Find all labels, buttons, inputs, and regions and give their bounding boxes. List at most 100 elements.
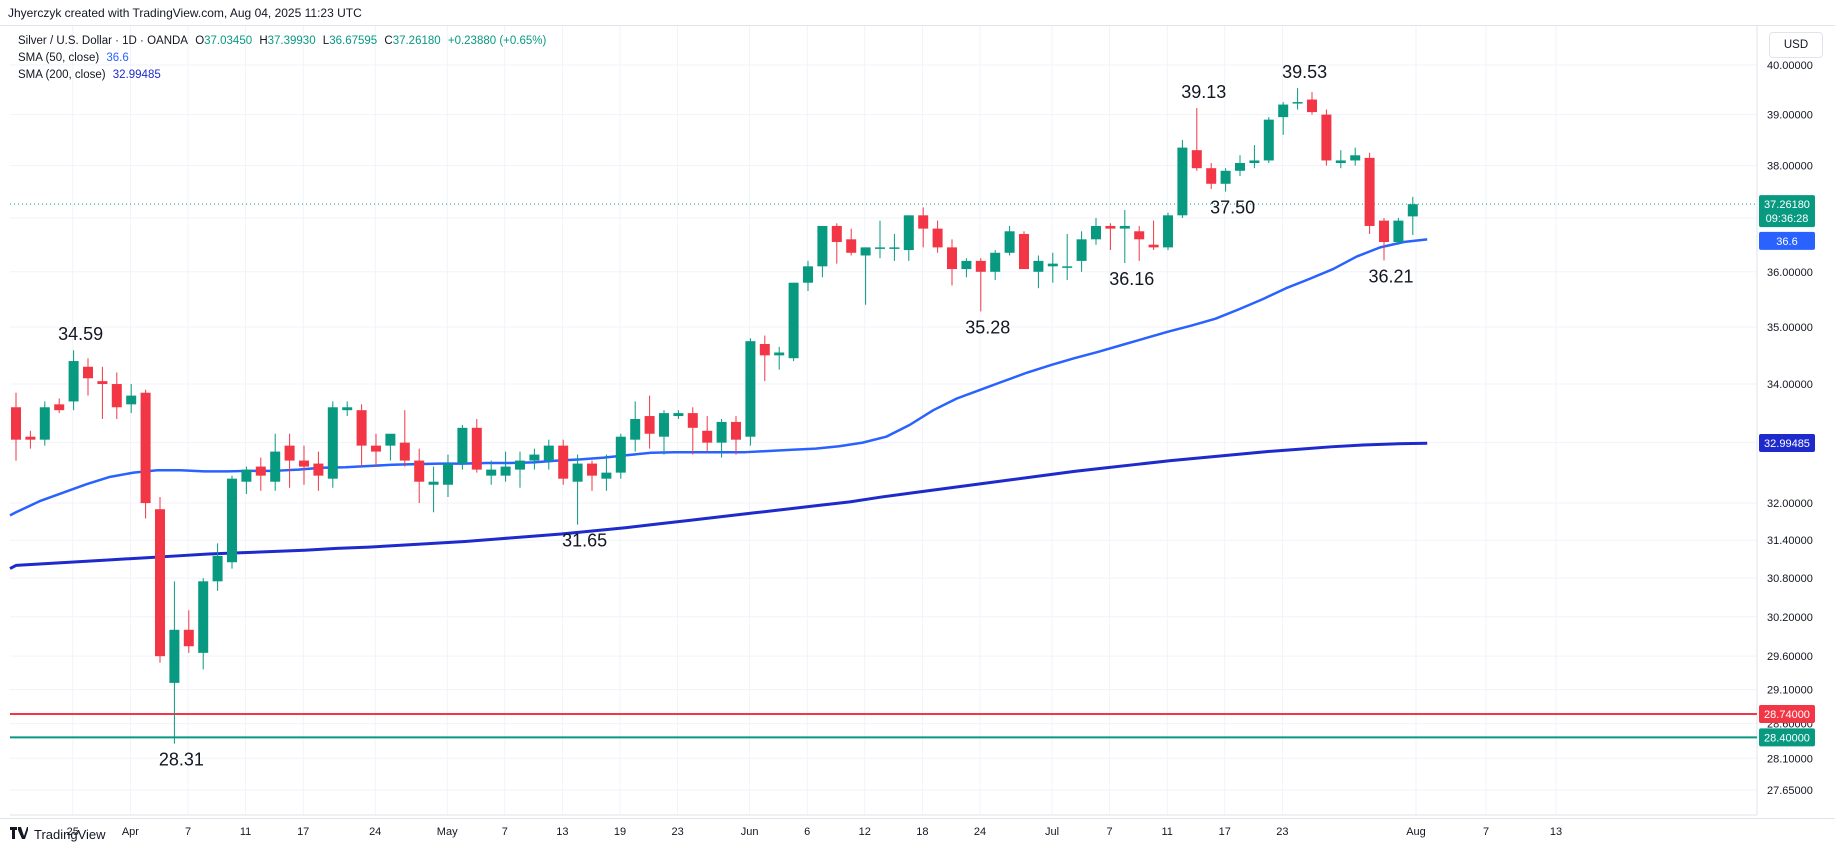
candle [702,416,713,452]
price-annotation: 39.13 [1181,82,1226,102]
candle-body [1235,163,1245,171]
candle [673,410,684,419]
candle [25,430,36,449]
x-tick-label: Jun [741,826,759,838]
candle-body [83,366,93,379]
candle-body [68,361,79,402]
price-annotation: 28.31 [159,750,204,770]
currency-button[interactable]: USD [1769,32,1823,58]
candle-body [1249,160,1260,164]
symbol-name[interactable]: Silver / U.S. Dollar · 1D · OANDA [18,35,188,47]
candle [846,228,857,256]
candle [659,410,669,455]
last-price-label-bg [1759,195,1815,228]
candle [11,392,21,461]
candle [183,610,194,653]
x-tick-label: Aug [1406,826,1426,838]
candle [817,225,828,278]
candle-body [270,451,281,482]
x-tick-label: Apr [122,826,139,838]
candle-body [471,427,482,470]
candle-body [140,392,151,504]
candle-body [860,247,871,256]
candle-body [630,418,641,440]
candle [788,282,799,362]
sma200-legend-row[interactable]: SMA (200, close) 32.99485 [18,67,550,84]
candle [1033,255,1044,289]
candle-body [543,445,554,461]
candle-body [529,454,540,461]
candle-body [284,445,295,461]
candle [889,233,900,261]
high-label: H [259,35,268,47]
candle-body [831,225,842,243]
candle-body [659,413,669,437]
candle-body [1091,225,1101,240]
low-label: L [322,35,330,47]
candle [1163,212,1173,251]
candle-body [371,445,381,452]
sma50-legend-row[interactable]: SMA (50, close) 36.6 [18,50,550,67]
candle-body [1076,239,1087,261]
candle [212,543,223,591]
candle [745,338,756,446]
y-tick-label: 27.65000 [1767,785,1813,797]
price-annotation: 31.65 [562,531,607,551]
candle [1407,196,1418,236]
y-tick-label: 36.00000 [1767,267,1813,279]
x-tick-label: 25 [67,826,79,838]
candle [1292,88,1303,110]
candle [169,581,180,744]
candle-body [169,629,180,683]
candle [313,451,324,491]
tradingview-footer[interactable]: TradingView [10,827,106,842]
candle [1148,220,1159,251]
candle [831,223,842,264]
candle [1235,155,1245,176]
x-tick-label: 13 [1550,826,1562,838]
candle-body [1379,220,1389,243]
candle [687,407,698,455]
candle-body [155,509,165,657]
grid [10,26,1757,815]
sma50-axis-label-bg [1759,231,1815,250]
time-axis[interactable]: 25 Apr 7 11 17 24 May 7 13 19 23 Jun 6 12 18 24 Jul 7 11 17… [10,814,1757,838]
x-tick-label: 11 [1161,826,1172,838]
price-annotation: 37.50 [1210,198,1255,218]
candle [903,215,914,261]
candle-body [961,260,972,270]
candle-body [1163,215,1173,248]
hline-axis-label-bg [1759,728,1815,747]
candle-body [817,225,828,267]
open-value: 37.03450 [204,35,253,47]
candle-body [443,463,453,485]
y-tick-label: 28.10000 [1767,753,1813,765]
candle-body [111,384,122,408]
candle-body [558,445,569,479]
candle-body [587,463,597,476]
candle-body [615,436,626,473]
candle-body [39,407,50,440]
candle [371,433,381,467]
candle-body [54,404,65,411]
candle [342,401,353,417]
candle-body [1177,147,1188,216]
x-tick-label: 12 [859,826,871,838]
sma200-line [9,441,1428,570]
candle-body [1220,170,1231,184]
candle-body [356,410,367,446]
symbol-ohlc-row[interactable]: Silver / U.S. Dollar · 1D · OANDA O37.03… [18,33,550,50]
candle-body [774,352,785,356]
x-tick-label: 23 [1276,826,1288,838]
candle [1047,252,1058,283]
x-tick-label: 7 [502,826,508,838]
y-tick-label: 38.00000 [1767,161,1813,173]
price-axis[interactable]: 40.0000039.0000038.0000037.0000036.00000… [1756,26,1813,815]
candle-body [932,228,943,248]
candle [932,220,943,253]
y-tick-label: 39.00000 [1767,110,1813,122]
candle-body [601,472,612,479]
candle [471,418,482,473]
candle [1105,223,1116,251]
